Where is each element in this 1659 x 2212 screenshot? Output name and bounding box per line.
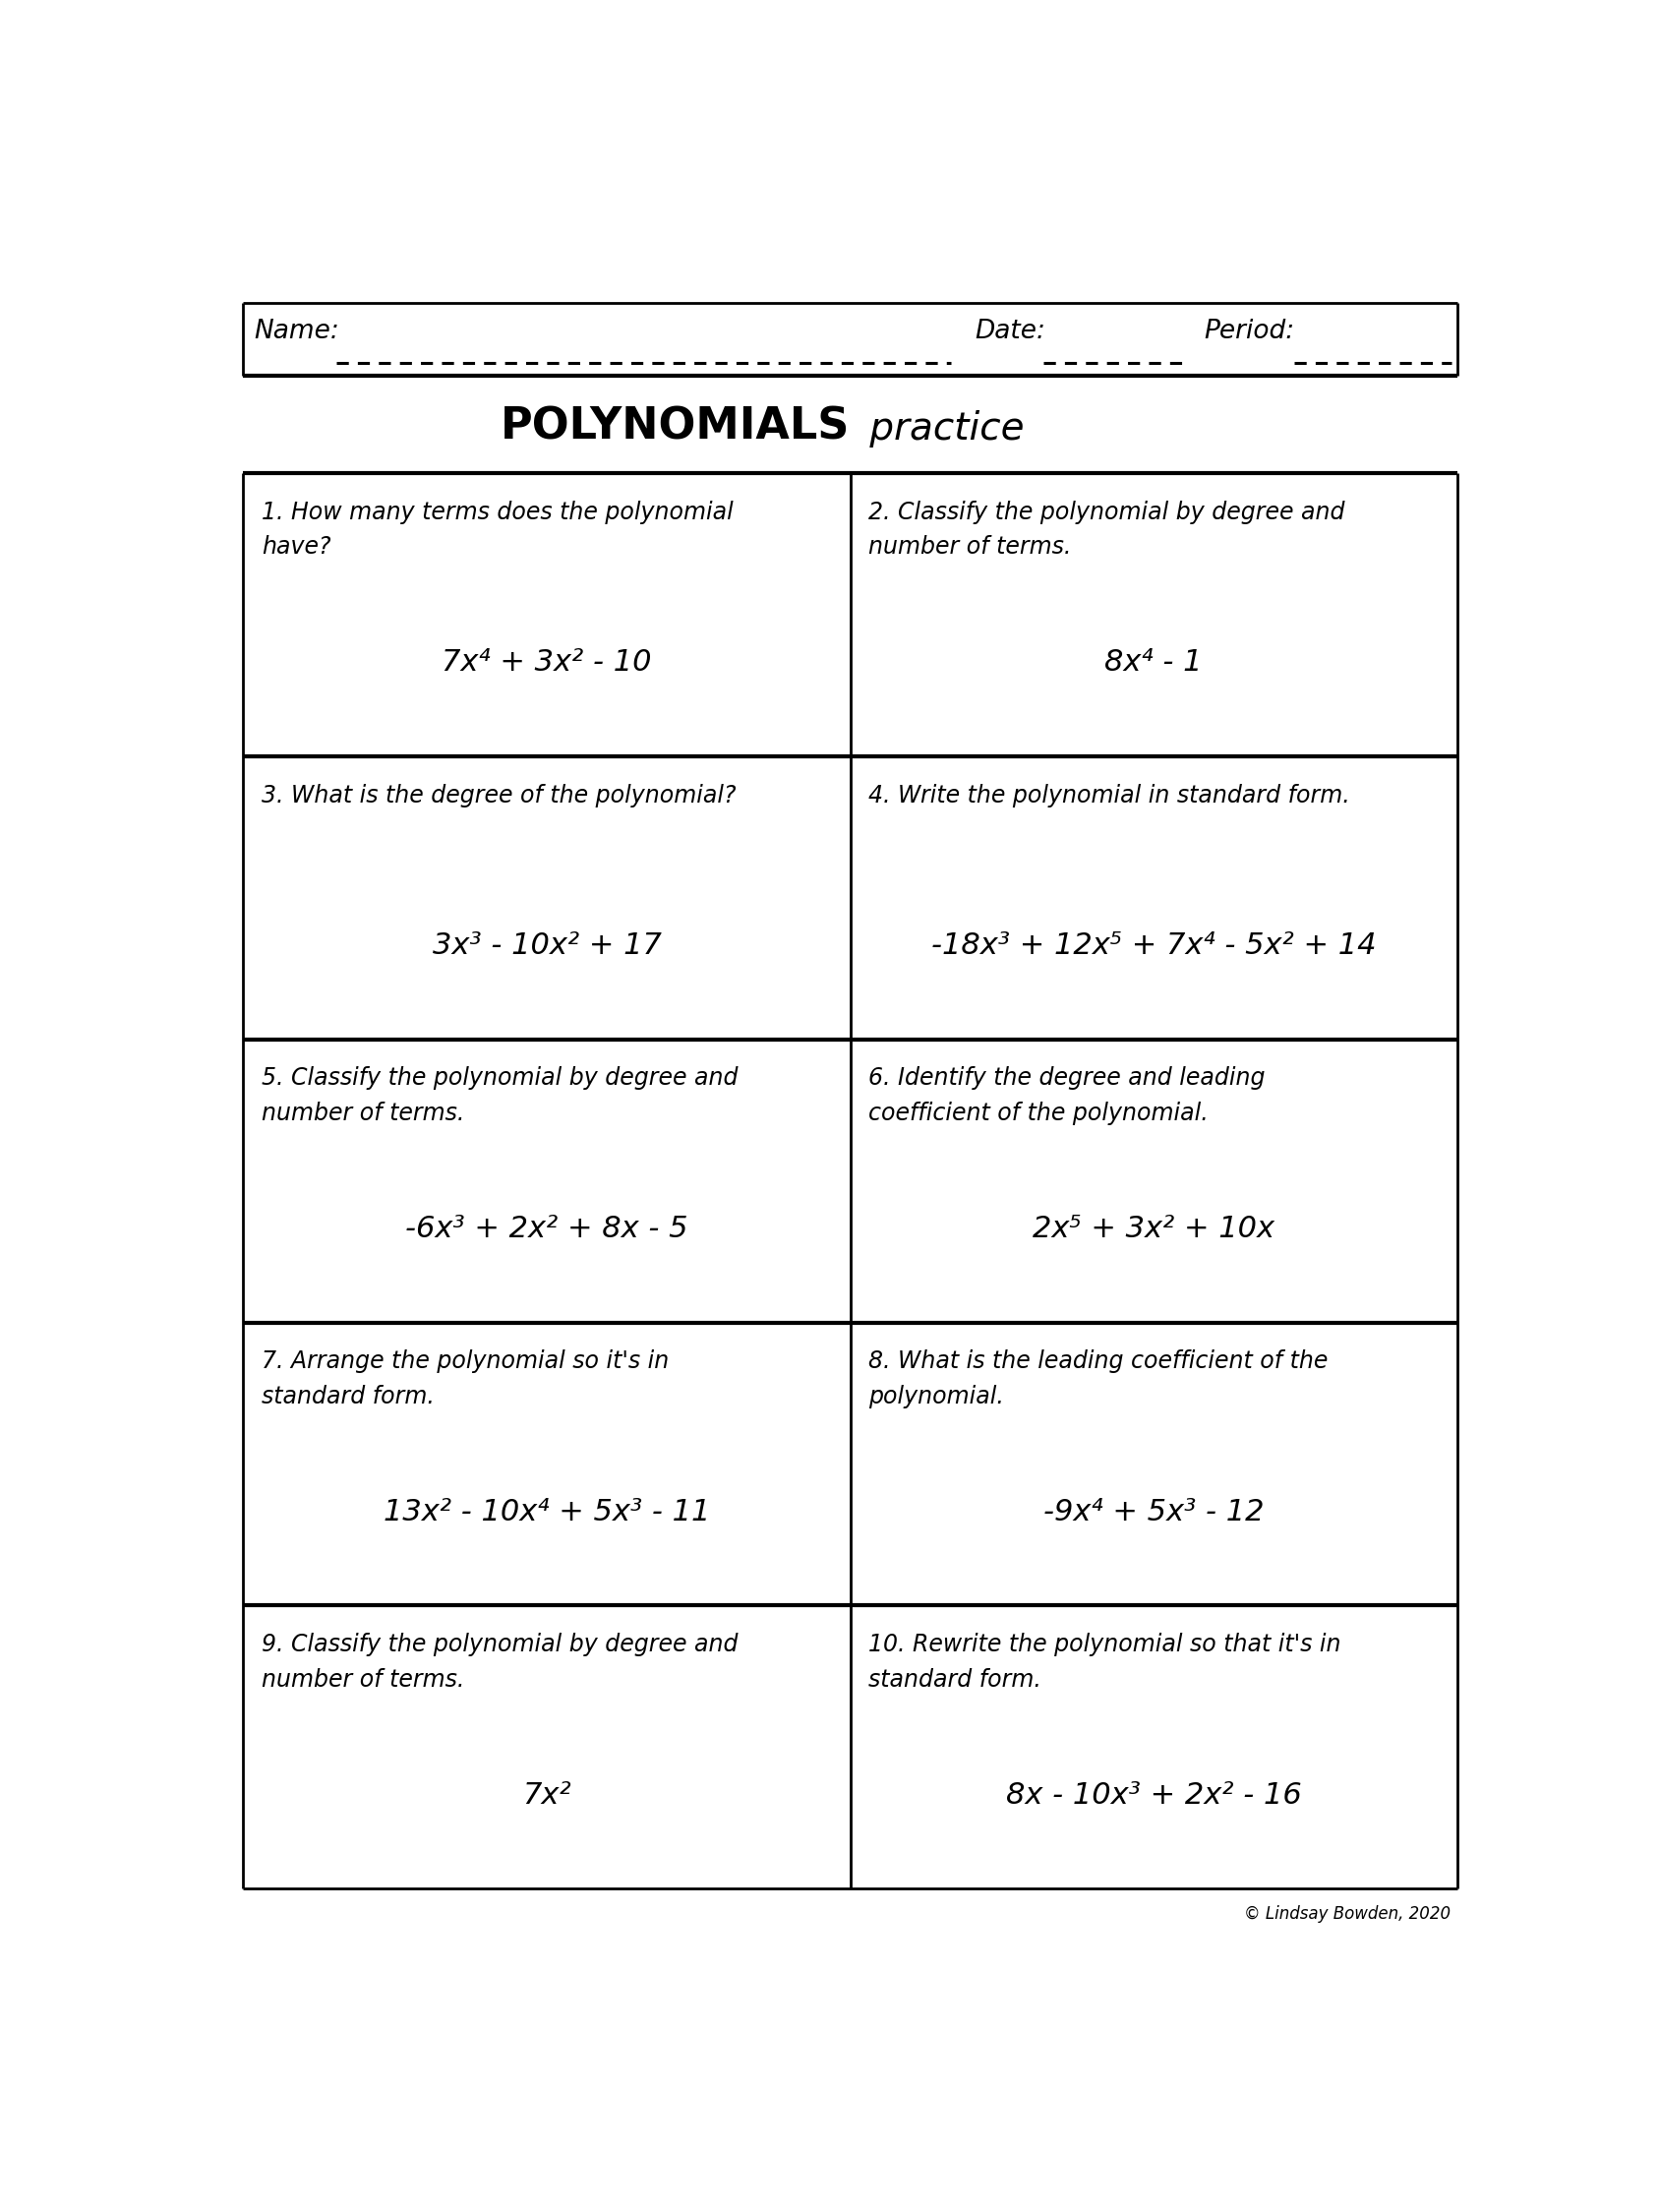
Text: 5. Classify the polynomial by degree and
number of terms.: 5. Classify the polynomial by degree and…	[262, 1066, 738, 1126]
Text: 4. Write the polynomial in standard form.: 4. Write the polynomial in standard form…	[868, 783, 1350, 807]
Text: 8x - 10x³ + 2x² - 16: 8x - 10x³ + 2x² - 16	[1005, 1781, 1302, 1809]
Text: Name:: Name:	[254, 319, 338, 343]
Text: 7. Arrange the polynomial so it's in
standard form.: 7. Arrange the polynomial so it's in sta…	[262, 1349, 669, 1409]
Text: Period:: Period:	[1204, 319, 1294, 343]
Text: -9x⁴ + 5x³ - 12: -9x⁴ + 5x³ - 12	[1044, 1498, 1264, 1526]
Text: © Lindsay Bowden, 2020: © Lindsay Bowden, 2020	[1244, 1905, 1450, 1922]
Text: 8. What is the leading coefficient of the
polynomial.: 8. What is the leading coefficient of th…	[868, 1349, 1327, 1409]
Text: 3. What is the degree of the polynomial?: 3. What is the degree of the polynomial?	[262, 783, 737, 807]
Text: -18x³ + 12x⁵ + 7x⁴ - 5x² + 14: -18x³ + 12x⁵ + 7x⁴ - 5x² + 14	[931, 931, 1377, 960]
Text: Date:: Date:	[975, 319, 1045, 343]
Text: 9. Classify the polynomial by degree and
number of terms.: 9. Classify the polynomial by degree and…	[262, 1632, 738, 1692]
Text: POLYNOMIALS: POLYNOMIALS	[501, 407, 849, 449]
Text: -6x³ + 2x² + 8x - 5: -6x³ + 2x² + 8x - 5	[405, 1214, 688, 1243]
Text: 2x⁵ + 3x² + 10x: 2x⁵ + 3x² + 10x	[1032, 1214, 1274, 1243]
Text: 1. How many terms does the polynomial
have?: 1. How many terms does the polynomial ha…	[262, 500, 733, 560]
Text: 6. Identify the degree and leading
coefficient of the polynomial.: 6. Identify the degree and leading coeff…	[868, 1066, 1266, 1126]
Text: practice: practice	[858, 409, 1025, 447]
Text: 3x³ - 10x² + 17: 3x³ - 10x² + 17	[433, 931, 662, 960]
Text: 8x⁴ - 1: 8x⁴ - 1	[1105, 648, 1203, 677]
Text: 7x²: 7x²	[523, 1781, 571, 1809]
Text: 13x² - 10x⁴ + 5x³ - 11: 13x² - 10x⁴ + 5x³ - 11	[383, 1498, 710, 1526]
Text: 2. Classify the polynomial by degree and
number of terms.: 2. Classify the polynomial by degree and…	[868, 500, 1345, 560]
Text: 10. Rewrite the polynomial so that it's in
standard form.: 10. Rewrite the polynomial so that it's …	[868, 1632, 1340, 1692]
Text: 7x⁴ + 3x² - 10: 7x⁴ + 3x² - 10	[441, 648, 652, 677]
